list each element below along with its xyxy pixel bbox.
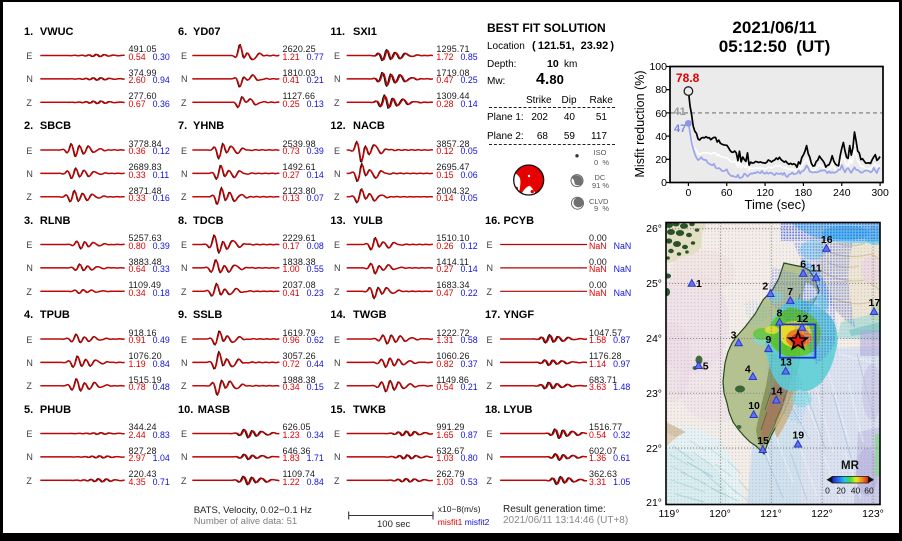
svg-text:6: 6 — [800, 259, 806, 271]
svg-text:120°: 120° — [709, 508, 731, 520]
svg-text:15: 15 — [757, 435, 769, 447]
svg-text:16: 16 — [821, 234, 833, 246]
svg-text:5: 5 — [703, 360, 709, 372]
svg-text:122°: 122° — [811, 508, 833, 520]
svg-text:19: 19 — [792, 430, 804, 442]
svg-text:40: 40 — [851, 486, 861, 496]
svg-text:123°: 123° — [862, 508, 884, 520]
svg-text:121°: 121° — [760, 508, 782, 520]
svg-text:10: 10 — [748, 400, 760, 412]
svg-text:25°: 25° — [646, 278, 662, 290]
svg-text:2: 2 — [762, 281, 768, 293]
svg-text:11: 11 — [811, 263, 822, 275]
svg-text:4: 4 — [745, 364, 751, 376]
svg-text:26°: 26° — [646, 223, 662, 235]
svg-text:14: 14 — [771, 386, 783, 398]
svg-text:1: 1 — [696, 278, 702, 290]
svg-text:3: 3 — [731, 330, 737, 342]
svg-text:22°: 22° — [646, 443, 662, 455]
svg-text:60: 60 — [864, 486, 874, 496]
svg-text:23°: 23° — [646, 388, 662, 400]
svg-text:17: 17 — [869, 297, 881, 309]
svg-text:119°: 119° — [659, 508, 680, 520]
svg-text:MR: MR — [841, 460, 860, 472]
svg-text:20: 20 — [836, 486, 846, 496]
svg-text:8: 8 — [777, 308, 783, 320]
svg-text:9: 9 — [766, 334, 772, 346]
svg-text:21°: 21° — [646, 497, 662, 509]
svg-text:13: 13 — [780, 357, 792, 369]
svg-text:7: 7 — [787, 286, 793, 298]
svg-text:0: 0 — [825, 486, 830, 496]
svg-text:12: 12 — [797, 313, 809, 325]
svg-text:24°: 24° — [646, 333, 662, 345]
